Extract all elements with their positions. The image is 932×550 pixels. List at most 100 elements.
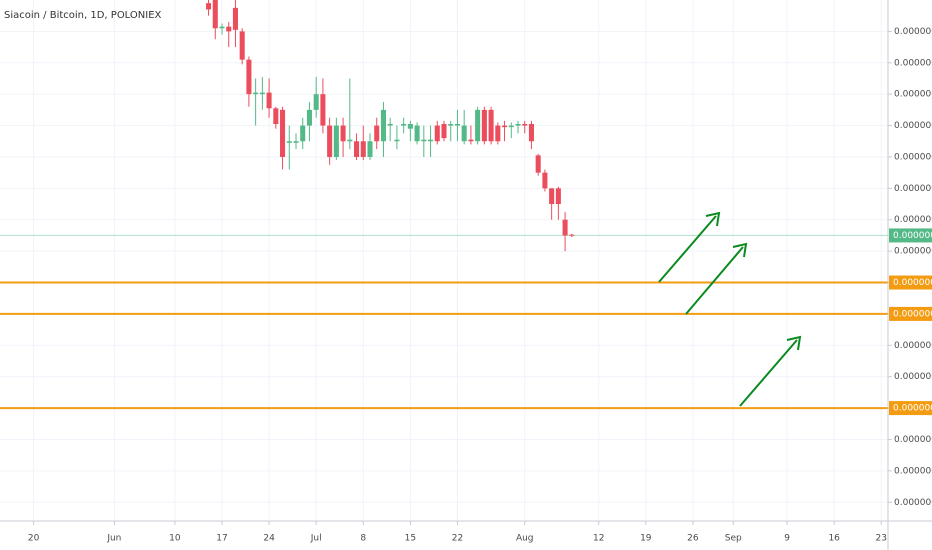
candle-body [313, 94, 319, 110]
candle-body [401, 123, 407, 126]
candle-body [280, 109, 286, 157]
candle-body [320, 94, 326, 126]
candle-body [569, 234, 575, 236]
price-tag-label: 0.00000010 [893, 404, 932, 414]
arrow-head [732, 242, 748, 258]
candle-body [266, 92, 272, 109]
candle-body [448, 123, 454, 126]
candle-body [454, 123, 460, 126]
candle-body [354, 141, 360, 157]
arrow-head [786, 335, 802, 351]
x-tick-label: 9 [784, 534, 790, 544]
candle-body [495, 125, 501, 142]
candle-body [488, 109, 494, 142]
y-tick-label: 0.00000028 [894, 121, 932, 131]
candle-body [562, 219, 568, 236]
candle-body [502, 125, 508, 128]
candle-body [555, 188, 561, 205]
x-tick-label: 19 [640, 534, 652, 544]
x-tick-label: 22 [452, 534, 463, 544]
y-tick-label: 0.00000020 [894, 247, 932, 257]
candle-body [515, 123, 521, 126]
y-tick-label: 0.00000014 [894, 341, 932, 351]
y-tick-label: 0.00000004 [894, 498, 932, 508]
candle-body [293, 141, 299, 143]
candle-body [461, 125, 467, 142]
x-tick-label: Aug [516, 534, 534, 544]
y-tick-label: 0.00000026 [894, 152, 932, 162]
y-tick-label: 0.00000032 [894, 58, 932, 68]
candle-body [367, 141, 373, 157]
arrow [685, 246, 744, 315]
candle-body [380, 109, 386, 142]
x-tick-label: 16 [828, 534, 840, 544]
candle-body [206, 3, 212, 10]
candle-body [259, 92, 265, 95]
candle-body [219, 26, 225, 29]
y-tick-label: 0.00000024 [894, 184, 932, 194]
candle-body [508, 125, 514, 128]
price-tag [889, 401, 932, 416]
candle-body [387, 123, 393, 126]
y-tick-label: 0.00000030 [894, 90, 932, 100]
candle-body [239, 31, 245, 60]
candle-body [434, 125, 440, 142]
candle-body [468, 139, 474, 142]
candle-body [333, 125, 339, 157]
x-tick-label: 8 [360, 534, 366, 544]
candle-body [441, 123, 447, 139]
candle-body [347, 139, 353, 142]
y-tick-label: 0.00000012 [894, 372, 932, 382]
candle-body [475, 109, 481, 142]
candle-body [232, 7, 238, 30]
candle-body [226, 26, 232, 32]
candle-body [407, 123, 413, 129]
x-tick-label: Jul [310, 534, 322, 544]
candle-body [306, 109, 312, 126]
x-tick-label: 15 [405, 534, 416, 544]
x-tick-label: Jun [106, 534, 121, 544]
x-tick-label: 26 [687, 534, 699, 544]
y-tick-label: 0.00000022 [894, 215, 932, 225]
price-tag-label: 0.00000018 [893, 278, 932, 288]
candle-body [253, 92, 259, 95]
price-tag [889, 228, 932, 243]
x-tick-label: 23 [876, 534, 887, 544]
price-tag [889, 306, 932, 321]
y-tick-label: 0.00000008 [894, 435, 932, 445]
levels [0, 234, 888, 410]
price-tag [889, 275, 932, 290]
arrow-head [705, 211, 721, 227]
candle-body [374, 125, 380, 142]
candle-body [535, 155, 541, 173]
candles [206, 0, 575, 252]
candle-body [246, 59, 252, 95]
candle-body [327, 125, 333, 157]
candle-body [212, 0, 218, 29]
candle-body [340, 125, 346, 142]
x-tick-label: 20 [28, 534, 40, 544]
candle-body [300, 125, 306, 142]
candle-body [360, 141, 366, 157]
y-tick-label: 0.00000034 [894, 27, 932, 37]
x-tick-label: 24 [263, 534, 275, 544]
candle-body [542, 172, 548, 189]
candle-body [549, 188, 555, 205]
price-tag-label: 0.00000021 [893, 231, 932, 241]
arrow [739, 339, 798, 407]
candle-body [394, 139, 400, 142]
y-tick-label: 0.00000006 [894, 466, 932, 476]
x-tick-label: 10 [169, 534, 181, 544]
x-tick-label: 17 [216, 534, 227, 544]
price-tag-label: 0.00000016 [893, 309, 932, 319]
x-tick-label: Sep [725, 534, 742, 544]
arrow [658, 215, 717, 283]
candle-body [428, 139, 434, 142]
candle-body [273, 108, 279, 124]
candle-body [522, 123, 528, 126]
candle-body [481, 109, 487, 142]
candle-body [414, 125, 420, 142]
axes: 0.00000004 0.00000006 0.00000008 0.00000010… [28, 27, 932, 544]
